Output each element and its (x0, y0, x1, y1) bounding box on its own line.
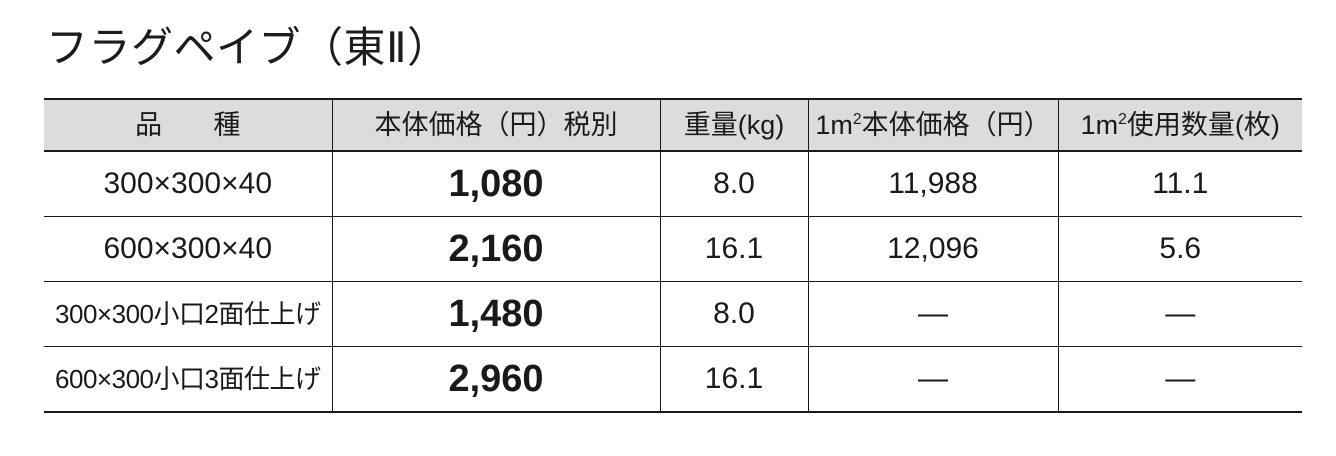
unit-price-header-superscript: 2 (852, 111, 862, 128)
cell-kind: 600×300×40 (44, 216, 332, 282)
column-header-unit-price: 1m2本体価格（円） (807, 98, 1058, 152)
cell-kind: 300×300×40 (44, 151, 332, 217)
cell-quantity: — (1057, 281, 1302, 347)
cell-price: 2,160 (331, 216, 660, 282)
cell-kind: 600×300小口3面仕上げ (44, 346, 332, 413)
page-title: フラグペイブ（東Ⅱ） (46, 24, 450, 71)
cell-unit-price: — (807, 281, 1058, 347)
cell-unit-price: 12,096 (807, 216, 1058, 282)
price-table-container: 品種 本体価格（円）税別 重量(kg) 1m2本体価格（円） 1m2使用数量(枚… (44, 98, 1302, 413)
cell-price: 1,480 (331, 281, 660, 347)
cell-unit-price: — (807, 346, 1058, 413)
column-header-kind: 品種 (44, 98, 332, 152)
unit-price-header-prefix: 1m (815, 110, 853, 140)
cell-price: 2,960 (331, 346, 660, 413)
table-header: 品種 本体価格（円）税別 重量(kg) 1m2本体価格（円） 1m2使用数量(枚… (44, 98, 1302, 152)
column-header-price: 本体価格（円）税別 (331, 98, 660, 152)
cell-quantity: — (1057, 346, 1302, 413)
cell-price: 1,080 (331, 151, 660, 217)
cell-weight: 16.1 (659, 346, 808, 413)
column-header-kind-left: 品 (135, 110, 163, 140)
cell-weight: 8.0 (659, 281, 808, 347)
cell-weight: 8.0 (659, 151, 808, 217)
quantity-header-prefix: 1m (1080, 110, 1119, 140)
cell-quantity: 5.6 (1057, 216, 1302, 282)
table-header-row: 品種 本体価格（円）税別 重量(kg) 1m2本体価格（円） 1m2使用数量(枚… (44, 98, 1302, 152)
column-header-kind-right: 種 (213, 110, 241, 140)
price-table: 品種 本体価格（円）税別 重量(kg) 1m2本体価格（円） 1m2使用数量(枚… (44, 98, 1302, 413)
cell-kind: 300×300小口2面仕上げ (44, 281, 332, 347)
cell-quantity: 11.1 (1057, 151, 1302, 217)
cell-unit-price: 11,988 (807, 151, 1058, 217)
table-body: 300×300×40 1,080 8.0 11,988 11.1 600×300… (44, 151, 1302, 413)
unit-price-header-suffix: 本体価格（円） (861, 110, 1051, 140)
table-row: 300×300×40 1,080 8.0 11,988 11.1 (44, 151, 1302, 217)
cell-weight: 16.1 (659, 216, 808, 282)
column-header-quantity: 1m2使用数量(枚) (1057, 98, 1302, 152)
column-header-weight: 重量(kg) (659, 98, 808, 152)
table-row: 600×300小口3面仕上げ 2,960 16.1 — — (44, 346, 1302, 413)
table-row: 300×300小口2面仕上げ 1,480 8.0 — — (44, 281, 1302, 347)
quantity-header-suffix: 使用数量(枚) (1126, 110, 1280, 140)
quantity-header-superscript: 2 (1118, 111, 1127, 128)
table-row: 600×300×40 2,160 16.1 12,096 5.6 (44, 216, 1302, 282)
